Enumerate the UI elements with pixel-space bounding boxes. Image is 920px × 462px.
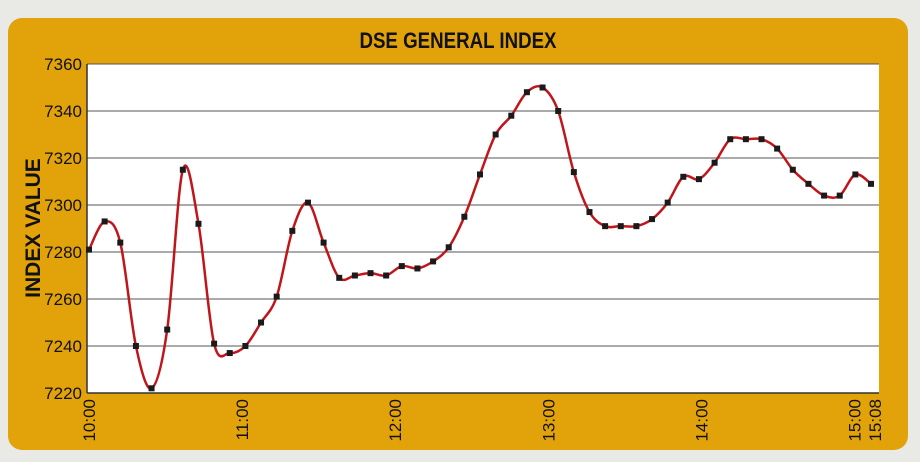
data-point — [195, 220, 202, 227]
data-point — [414, 265, 421, 272]
data-point — [211, 340, 218, 347]
data-point — [164, 326, 171, 333]
x-tick-label: 14:00 — [692, 399, 711, 442]
data-point — [461, 213, 468, 220]
data-point — [539, 84, 546, 91]
data-point — [258, 319, 265, 326]
data-point — [132, 343, 139, 349]
data-point — [602, 223, 609, 230]
x-tick-label: 15:00 — [846, 399, 865, 442]
data-point — [242, 343, 249, 349]
y-tick-label: 7220 — [44, 384, 82, 403]
data-point — [101, 218, 108, 225]
data-point — [570, 169, 577, 176]
series-line — [87, 85, 872, 390]
data-point — [711, 159, 718, 166]
x-tick-label: 11:00 — [233, 399, 252, 440]
y-axis-label: INDEX VALUE — [22, 158, 45, 298]
y-tick-label: 7280 — [44, 243, 82, 262]
data-point — [836, 192, 843, 199]
x-tick-label: 15:08 — [866, 399, 885, 442]
data-point — [351, 272, 358, 279]
data-point — [320, 239, 327, 246]
data-point — [695, 176, 702, 183]
y-tick-label: 7340 — [44, 102, 82, 121]
y-tick-label: 7360 — [44, 55, 82, 74]
data-point — [617, 223, 624, 230]
data-point — [774, 145, 781, 152]
data-point — [304, 199, 311, 206]
data-point — [336, 274, 343, 281]
y-tick-label: 7240 — [44, 337, 82, 356]
y-tick-label: 7320 — [44, 149, 82, 168]
data-point — [398, 263, 405, 270]
data-point — [86, 246, 92, 253]
data-point — [477, 171, 483, 178]
data-point — [586, 209, 593, 216]
data-point — [367, 270, 374, 277]
data-point — [633, 223, 640, 230]
data-point — [742, 136, 749, 143]
data-point — [523, 89, 530, 96]
plot-area — [87, 64, 879, 393]
data-point — [226, 350, 233, 357]
data-point — [289, 227, 296, 234]
x-tick-label: 10:00 — [80, 399, 99, 442]
data-point — [117, 239, 124, 246]
data-point — [727, 136, 734, 143]
y-tick-label: 7300 — [44, 196, 82, 215]
data-point — [789, 166, 796, 173]
y-tick-label: 7260 — [44, 290, 82, 309]
data-point — [555, 108, 562, 114]
data-point — [508, 112, 515, 119]
data-point — [649, 216, 656, 223]
x-tick-label: 12:00 — [386, 399, 405, 442]
x-tick-label: 13:00 — [539, 399, 558, 442]
data-point — [852, 171, 859, 178]
data-point — [148, 385, 155, 392]
data-point — [445, 244, 452, 251]
data-point — [805, 180, 812, 187]
data-point — [430, 258, 437, 265]
chart-title: DSE GENERAL INDEX — [359, 28, 557, 53]
data-point — [680, 173, 687, 180]
data-point — [868, 180, 874, 187]
data-point — [179, 166, 186, 173]
data-point — [273, 293, 280, 300]
data-point — [821, 192, 828, 199]
data-point — [758, 136, 765, 143]
data-point — [492, 131, 499, 138]
data-point — [664, 199, 671, 206]
data-point — [383, 272, 390, 279]
